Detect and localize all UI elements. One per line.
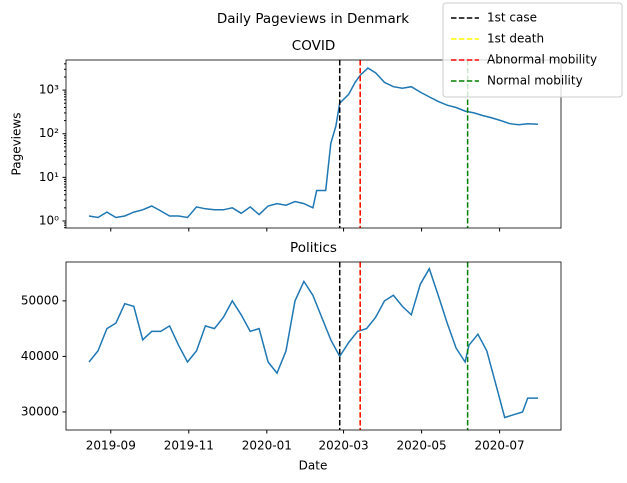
- legend-label: Normal mobility: [487, 74, 583, 88]
- figure-title: Daily Pageviews in Denmark: [217, 11, 409, 27]
- axes-frame: [65, 261, 562, 431]
- x-tick-label: 2020-07: [475, 439, 525, 453]
- y-tick-label: 10⁰: [39, 213, 59, 227]
- y-tick-label: 40000: [21, 349, 59, 363]
- panel-title: Politics: [290, 240, 337, 256]
- y-tick-label: 30000: [21, 404, 59, 418]
- y-tick-label: 10³: [39, 83, 59, 97]
- y-axis-label: Pageviews: [10, 113, 24, 176]
- y-tick-label: 50000: [21, 293, 59, 307]
- x-tick-label: 2020-03: [318, 439, 368, 453]
- x-axis-label: Date: [299, 459, 328, 473]
- y-tick-label: 10¹: [39, 170, 59, 184]
- legend-label: 1st case: [487, 11, 537, 25]
- data-line: [88, 67, 539, 219]
- x-tick-label: 2020-05: [397, 439, 447, 453]
- data-line: [88, 266, 538, 419]
- legend-label: Abnormal mobility: [487, 53, 597, 67]
- legend-label: 1st death: [487, 32, 544, 46]
- x-tick-label: 2020-01: [242, 439, 292, 453]
- y-tick-label: 10²: [39, 126, 59, 140]
- panel-title: COVID: [292, 38, 335, 54]
- legend-box: [442, 2, 623, 98]
- x-tick-label: 2019-11: [164, 439, 214, 453]
- legend: 1st case 1st death Abnormal mobility Normal…: [442, 2, 623, 98]
- axes-frame: [65, 59, 562, 229]
- x-tick-label: 2019-09: [86, 439, 136, 453]
